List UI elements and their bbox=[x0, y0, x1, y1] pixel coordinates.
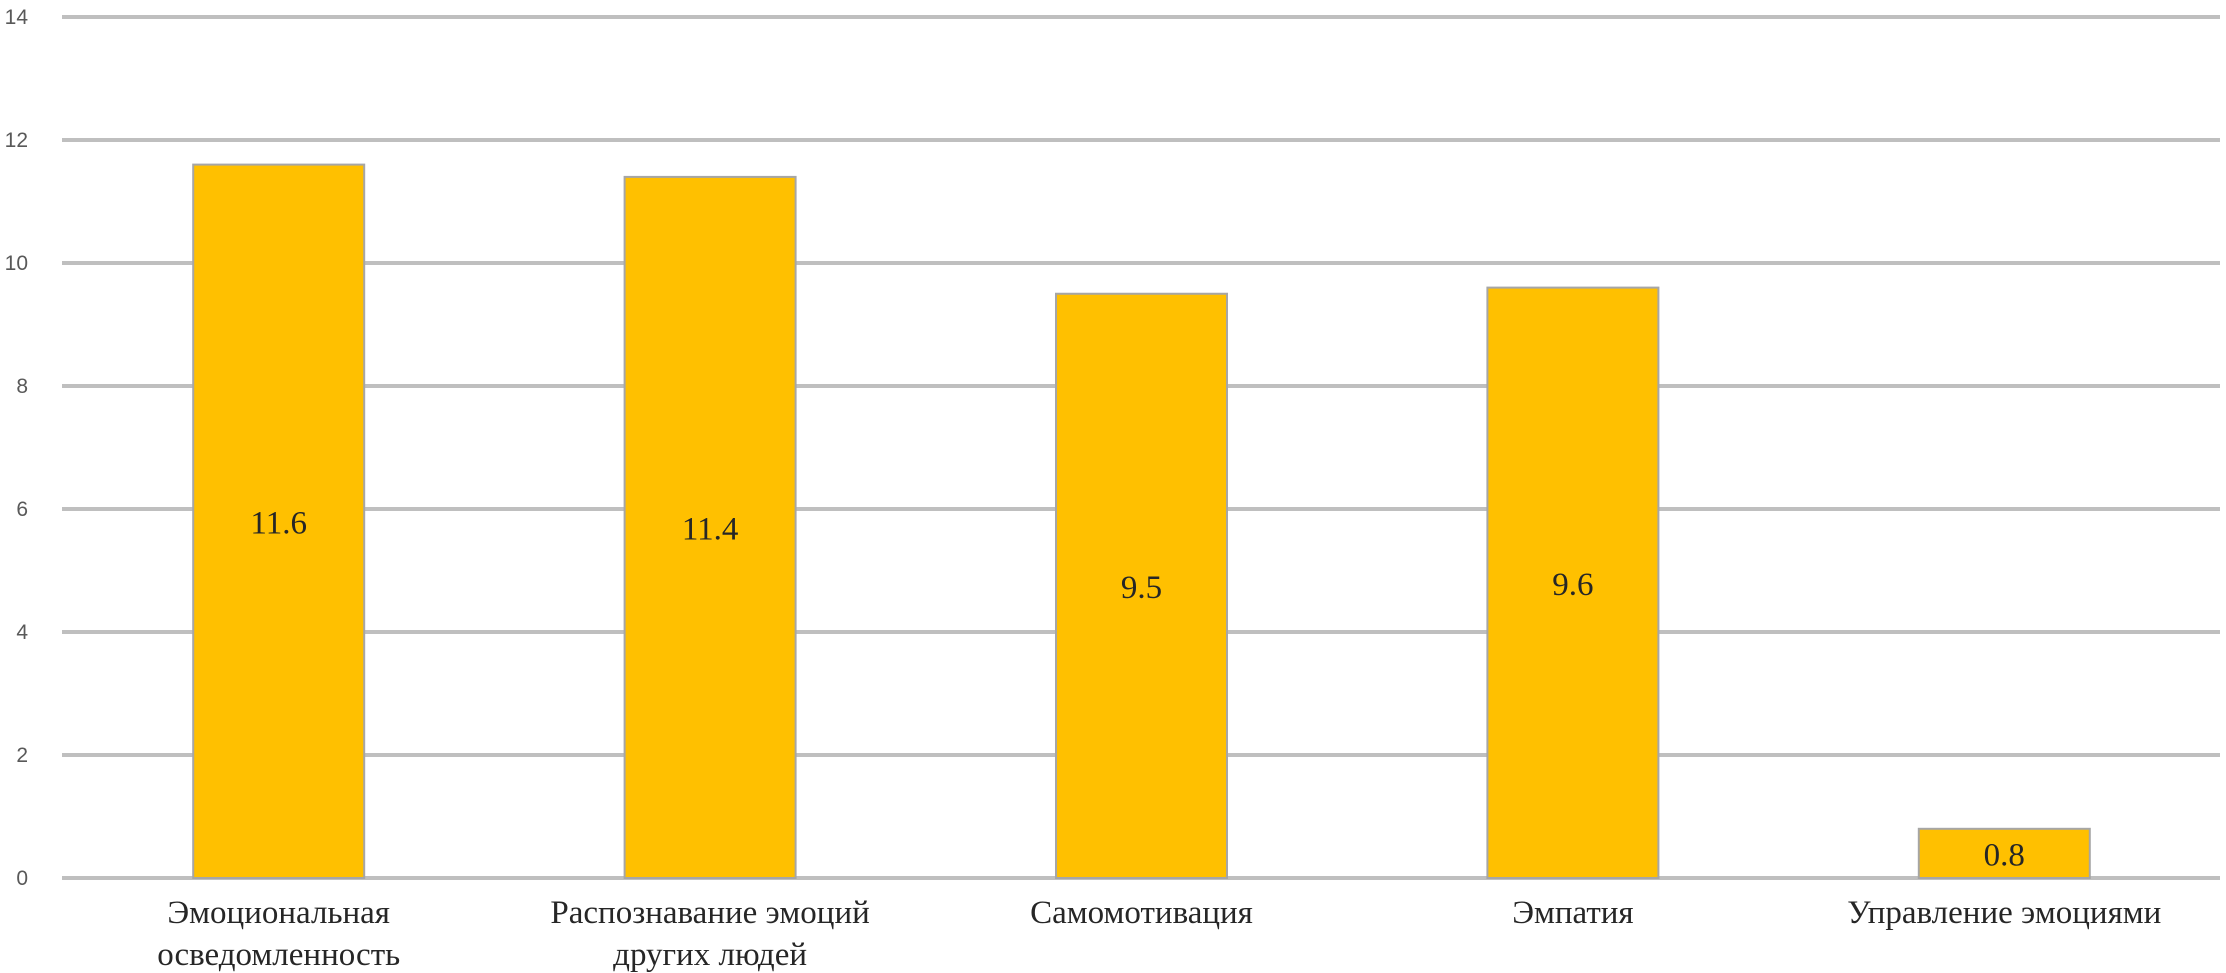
data-label: 11.6 bbox=[250, 505, 307, 541]
x-axis-ticks: Эмоциональная осведомленность Распознавани… bbox=[157, 895, 2161, 973]
y-tick-label: 8 bbox=[16, 375, 28, 398]
bar bbox=[192, 163, 366, 880]
bars bbox=[192, 163, 2091, 880]
bar bbox=[1055, 292, 1228, 879]
y-tick-label: 12 bbox=[5, 129, 28, 152]
x-tick-label: осведомленность bbox=[157, 937, 400, 973]
y-tick-label: 10 bbox=[5, 252, 28, 275]
bar bbox=[1917, 827, 2091, 879]
x-tick-label: Эмпатия bbox=[1512, 895, 1633, 931]
y-tick-label: 0 bbox=[16, 867, 28, 890]
y-tick-label: 2 bbox=[16, 744, 28, 767]
data-label: 0.8 bbox=[1984, 837, 2025, 873]
x-tick-label: других людей bbox=[613, 937, 807, 973]
data-label: 11.4 bbox=[682, 511, 739, 547]
bar bbox=[623, 175, 797, 879]
data-labels: 11.6 11.4 9.5 9.6 0.8 bbox=[250, 505, 2024, 873]
y-axis-ticks: 0 2 4 6 8 10 12 14 bbox=[5, 6, 29, 890]
data-label: 9.6 bbox=[1552, 567, 1593, 603]
y-tick-label: 14 bbox=[5, 6, 29, 29]
data-label: 9.5 bbox=[1121, 570, 1162, 606]
x-tick-label: Эмоциональная bbox=[167, 895, 390, 931]
x-tick-label: Управление эмоциями bbox=[1847, 895, 2161, 931]
y-tick-label: 6 bbox=[16, 498, 28, 521]
x-tick-label: Распознавание эмоций bbox=[550, 895, 869, 931]
bar bbox=[1486, 286, 1660, 880]
y-tick-label: 4 bbox=[16, 621, 28, 644]
x-tick-label: Самомотивация bbox=[1030, 895, 1253, 931]
